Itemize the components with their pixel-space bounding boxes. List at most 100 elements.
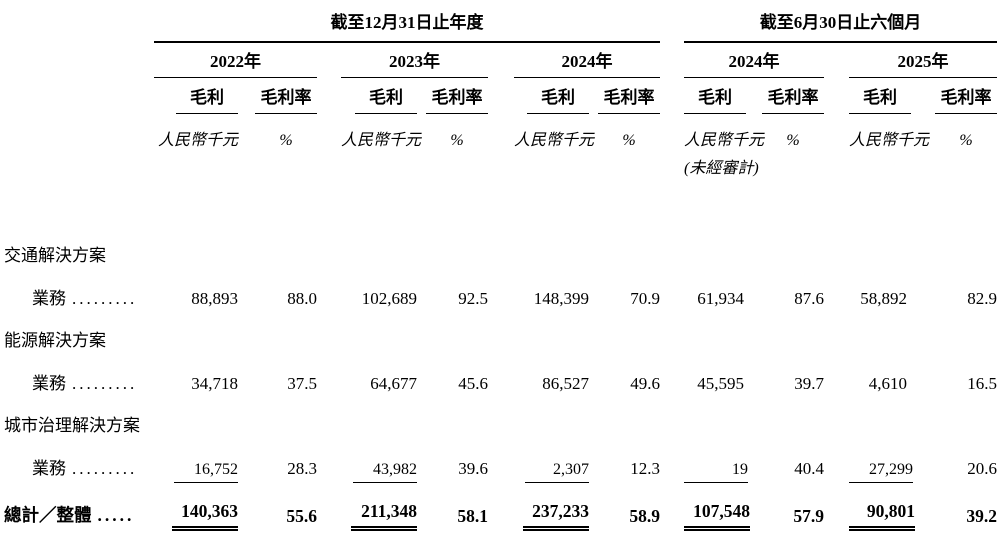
spacer-cell (4, 4, 154, 42)
gross-profit-header-label: 毛利 (527, 83, 589, 114)
value-cell: 40.4 (794, 459, 824, 478)
unit-percent: % (417, 114, 488, 154)
column-gap (660, 483, 684, 531)
column-gap (488, 483, 514, 531)
section-header-interim: 截至6月30日止六個月 (684, 4, 998, 43)
total-value-cell: 90,801 (849, 483, 915, 531)
total-value-cell: 57.9 (793, 506, 824, 526)
year-header-row: 2022年 2023年 2024年 2024年 2025年 (4, 42, 998, 78)
underlined-amount: 27,299 (849, 461, 913, 483)
dot-leader: ......... (72, 459, 138, 478)
column-gap (660, 114, 684, 154)
column-gap (824, 42, 849, 77)
unit-percent: % (907, 114, 997, 154)
unit-rmb-thousands: 人民幣千元 (849, 132, 930, 149)
column-header-row: 毛利 毛利率 毛利 毛利率 毛利 毛利率 毛利 毛利率 毛利 毛利率 (4, 77, 998, 114)
double-underlined-amount: 107,548 (684, 501, 750, 531)
double-underlined-amount: 140,363 (172, 501, 238, 531)
column-gap (660, 355, 684, 398)
gross-profit-header-label: 毛利 (355, 83, 417, 114)
column-gap (660, 77, 684, 114)
value-cell: 64,677 (370, 374, 417, 393)
total-label: 總計／整體..... (4, 483, 154, 531)
value-cell-underlined: 27,299 (849, 440, 913, 483)
total-value-cell: 107,548 (684, 483, 750, 531)
column-gap (488, 42, 514, 77)
section-header-row: 截至12月31日止年度 截至6月30日止六個月 (4, 4, 998, 43)
value-cell: 37.5 (287, 374, 317, 393)
column-gap (660, 4, 684, 42)
double-underlined-amount: 90,801 (849, 501, 915, 531)
segment-values-row-energy: 業務......... 34,718 37.5 64,677 45.6 86,5… (4, 355, 997, 398)
column-gap (488, 440, 514, 483)
total-value-cell: 58.1 (457, 506, 488, 526)
column-gap (660, 440, 684, 483)
row-business-label: 業務......... (4, 270, 154, 313)
unit-rmb-thousands: 人民幣千元 (514, 132, 595, 149)
value-cell: 102,689 (361, 289, 417, 308)
gross-profit-header: 毛利 (849, 77, 911, 114)
underlined-amount: 19 (684, 461, 748, 483)
column-gap (660, 270, 684, 313)
column-gap (317, 440, 341, 483)
total-value-cell: 55.6 (286, 506, 317, 526)
column-gap (488, 77, 514, 114)
gross-profit-header: 毛利 (684, 77, 746, 114)
spacer-cell (154, 313, 997, 355)
value-cell: 87.6 (794, 289, 824, 308)
unit-rmb-thousands: 人民幣千元 (684, 132, 765, 149)
spacer-cell (744, 154, 997, 184)
spacer-cell (4, 184, 997, 228)
business-word: 業務 (32, 459, 66, 478)
gross-profit-table: 截至12月31日止年度 截至6月30日止六個月 2022年 2023年 2024… (4, 4, 998, 531)
column-gap (488, 270, 514, 313)
value-cell: 39.6 (458, 459, 488, 478)
dot-leader: ......... (72, 289, 138, 308)
value-cell: 61,934 (697, 289, 744, 308)
column-gap (317, 77, 341, 114)
column-gap (488, 114, 514, 154)
gross-profit-header-label: 毛利 (176, 83, 238, 114)
year-header-2025-interim: 2025年 (849, 42, 998, 78)
row-business-label: 業務......... (4, 440, 154, 483)
unit-rmb-thousands: 人民幣千元 (157, 132, 238, 149)
spacer-cell (4, 77, 154, 114)
gross-margin-header: 毛利率 (907, 77, 998, 114)
unit-percent-label: % (622, 132, 636, 149)
unit-percent-label: % (786, 132, 800, 149)
gross-profit-header: 毛利 (341, 77, 417, 114)
unit-rmb-thousands: 人民幣千元 (341, 132, 422, 149)
column-gap (317, 483, 341, 531)
column-gap (824, 77, 849, 114)
double-underlined-amount: 237,233 (523, 501, 589, 531)
spacer-cell (4, 114, 154, 154)
units-row: 人民幣千元 % 人民幣千元 % 人民幣千元 % 人民幣千元 % 人民幣千元 % (4, 114, 997, 154)
year-header-2023: 2023年 (341, 42, 488, 78)
value-cell: 86,527 (542, 374, 589, 393)
column-gap (824, 440, 849, 483)
section-header-annual: 截至12月31日止年度 (154, 4, 660, 43)
segment-values-row-city-governance: 業務......... 16,752 28.3 43,982 39.6 2,30… (4, 440, 997, 483)
gross-profit-header-label: 毛利 (849, 83, 911, 114)
unit-percent: % (238, 114, 317, 154)
column-gap (824, 114, 849, 154)
value-cell-underlined: 19 (684, 440, 748, 483)
column-gap (660, 42, 684, 77)
column-gap (824, 270, 849, 313)
value-cell: 12.3 (630, 459, 660, 478)
value-cell: 92.5 (458, 289, 488, 308)
gross-profit-header: 毛利 (514, 77, 589, 114)
value-cell-underlined: 43,982 (341, 440, 417, 483)
spacer-cell (4, 154, 684, 184)
dot-leader: ..... (97, 505, 135, 525)
underlined-amount: 16,752 (174, 461, 238, 483)
gross-margin-header: 毛利率 (744, 77, 824, 114)
column-gap (824, 483, 849, 531)
business-word: 業務 (32, 374, 66, 393)
gross-margin-header-label: 毛利率 (255, 83, 317, 114)
total-row: 總計／整體..... 140,363 55.6 211,348 58.1 237… (4, 483, 997, 531)
segment-values-row-transportation: 業務......... 88,893 88.0 102,689 92.5 148… (4, 270, 997, 313)
value-cell: 70.9 (630, 289, 660, 308)
value-cell: 34,718 (191, 374, 238, 393)
value-cell: 39.7 (794, 374, 824, 393)
